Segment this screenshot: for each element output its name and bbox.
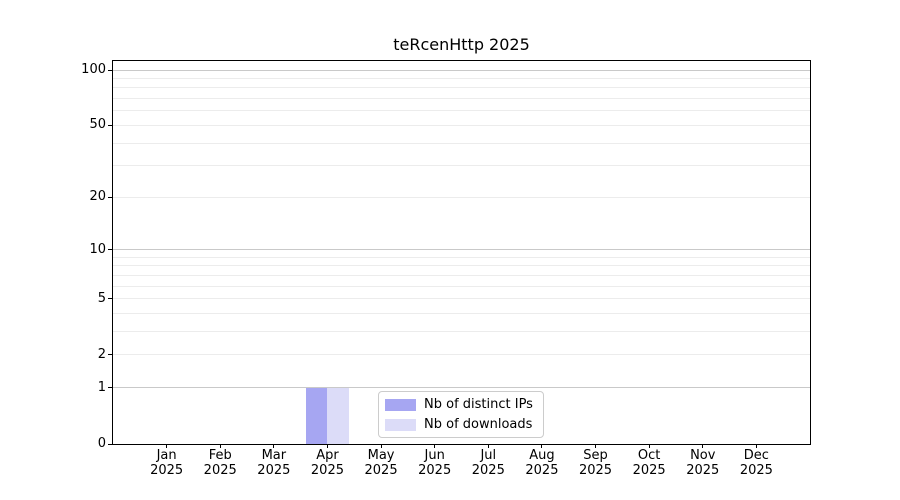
- y-tick-label: 100: [81, 62, 106, 78]
- legend-swatch-distinct-ips: [385, 398, 416, 411]
- x-tick-label: Dec 2025: [739, 448, 773, 478]
- gridline-minor: [113, 313, 810, 315]
- x-tick-mark: [755, 444, 757, 448]
- y-tick-label: 0: [97, 436, 106, 451]
- gridline-minor: [113, 98, 810, 100]
- gridline-minor: [113, 265, 810, 267]
- x-tick-mark: [487, 444, 489, 448]
- gridline-minor: [113, 196, 810, 198]
- gridline-minor: [113, 165, 810, 167]
- x-tick-mark: [434, 444, 436, 448]
- gridline-major: [113, 249, 810, 251]
- gridline-major: [113, 387, 810, 389]
- gridlines-layer: [113, 61, 810, 444]
- y-tick-mark: [108, 354, 112, 356]
- x-tick-mark: [273, 444, 275, 448]
- gridline-minor: [113, 124, 810, 126]
- x-tick-mark: [648, 444, 650, 448]
- x-tick-label: Sep 2025: [578, 448, 613, 478]
- x-tick-mark: [380, 444, 382, 448]
- x-tick-label: Nov 2025: [686, 448, 720, 478]
- x-tick-label: Mar 2025: [257, 448, 291, 478]
- x-tick-label: Jun 2025: [418, 448, 452, 478]
- gridline-minor: [113, 78, 810, 80]
- x-tick-label: Feb 2025: [203, 448, 237, 478]
- y-tick-label: 2: [97, 346, 106, 362]
- x-tick-mark: [166, 444, 168, 448]
- chart-title: teRcenHttp 2025: [393, 35, 530, 54]
- gridline-major: [113, 69, 810, 71]
- plot-area: [112, 60, 811, 445]
- bar-downloads-apr: [327, 387, 349, 444]
- x-tick-mark: [702, 444, 704, 448]
- y-tick-label: 1: [97, 379, 106, 395]
- gridline-minor: [113, 275, 810, 277]
- x-tick-label: Jan 2025: [150, 448, 184, 478]
- gridline-minor: [113, 110, 810, 112]
- legend-swatch-downloads: [385, 418, 416, 431]
- legend: Nb of distinct IPs Nb of downloads: [378, 391, 544, 438]
- y-tick-mark: [108, 69, 112, 71]
- y-tick-mark: [108, 124, 112, 126]
- x-tick-label: Jul 2025: [471, 448, 505, 478]
- x-tick-label: Apr 2025: [310, 448, 344, 478]
- y-tick-label: 5: [97, 290, 106, 306]
- x-tick-mark: [541, 444, 543, 448]
- y-tick-label: 20: [89, 189, 106, 205]
- gridline-minor: [113, 354, 810, 356]
- y-tick-mark: [108, 196, 112, 198]
- gridline-minor: [113, 331, 810, 333]
- legend-label-downloads: Nb of downloads: [424, 416, 533, 432]
- x-tick-label: Oct 2025: [632, 448, 666, 478]
- x-tick-mark: [326, 444, 328, 448]
- bar-distinct-ips-apr: [306, 387, 328, 444]
- gridline-minor: [113, 285, 810, 287]
- y-tick-mark: [108, 443, 112, 445]
- y-tick-label: 50: [89, 117, 106, 133]
- gridline-minor: [113, 87, 810, 89]
- legend-item-downloads: Nb of downloads: [385, 416, 536, 434]
- x-tick-mark: [595, 444, 597, 448]
- y-tick-mark: [108, 249, 112, 251]
- gridline-minor: [113, 256, 810, 258]
- gridline-minor: [113, 142, 810, 144]
- legend-item-distinct-ips: Nb of distinct IPs: [385, 396, 536, 414]
- x-tick-label: Aug 2025: [525, 448, 559, 478]
- legend-label-distinct-ips: Nb of distinct IPs: [424, 396, 533, 412]
- bars-layer: [113, 61, 810, 444]
- y-tick-label: 10: [89, 241, 106, 257]
- y-tick-mark: [108, 298, 112, 300]
- gridline-minor: [113, 298, 810, 300]
- x-tick-label: May 2025: [364, 448, 398, 478]
- x-tick-mark: [219, 444, 221, 448]
- y-tick-mark: [108, 387, 112, 389]
